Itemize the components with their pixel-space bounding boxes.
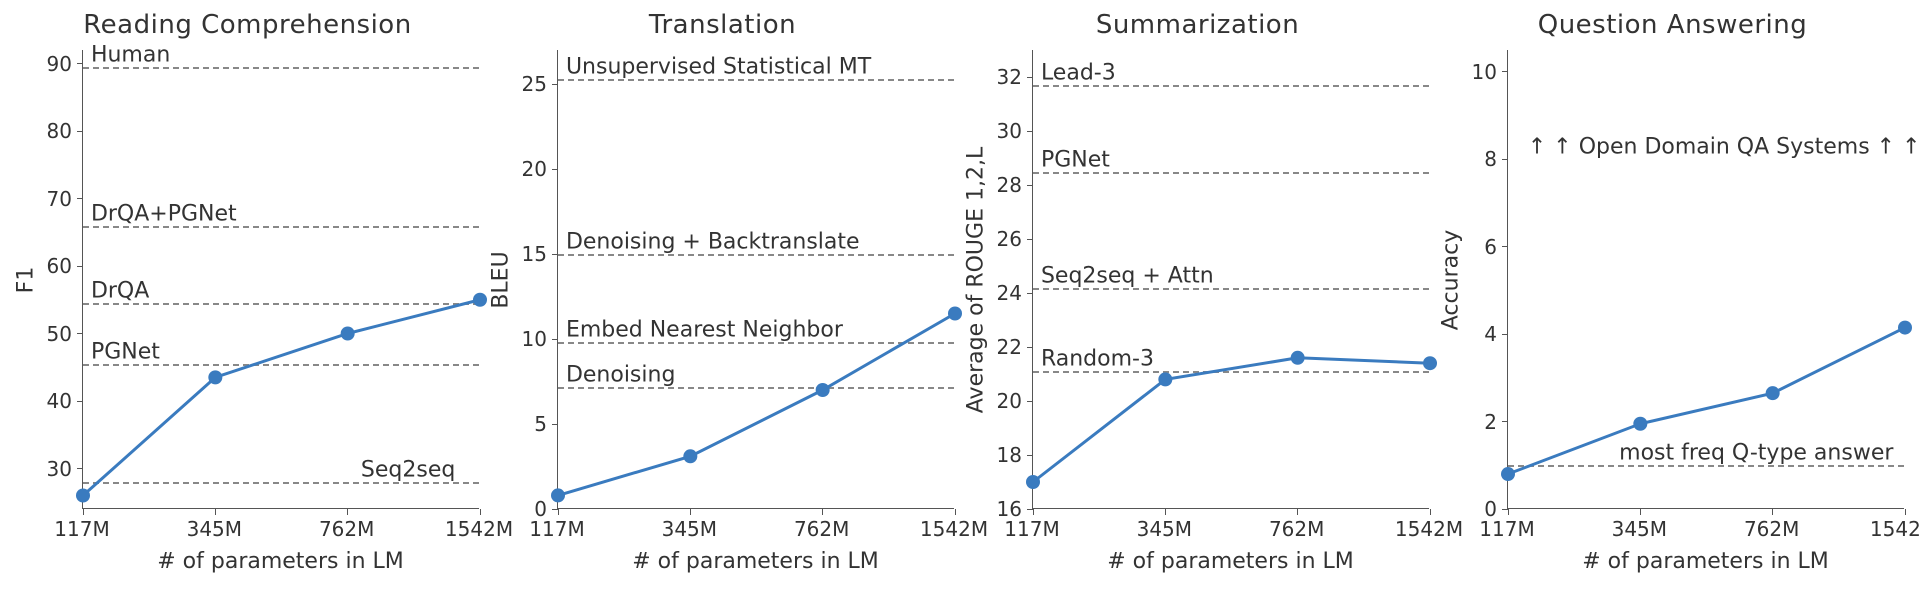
- x-tick-label: 762M: [1269, 517, 1324, 541]
- data-marker: [76, 489, 90, 503]
- panel-title: Translation: [493, 10, 952, 40]
- y-tick-label: 70: [10, 187, 72, 211]
- data-marker: [208, 370, 222, 384]
- x-tick-label: 762M: [1744, 517, 1799, 541]
- data-marker: [816, 383, 830, 397]
- plot-area: HumanDrQA+PGNetDrQAPGNetSeq2seq: [82, 50, 479, 509]
- data-marker: [551, 488, 565, 502]
- data-marker: [683, 449, 697, 463]
- y-tick-label: 8: [1435, 147, 1497, 171]
- y-tick-label: 10: [1435, 60, 1497, 84]
- data-marker: [1898, 321, 1912, 335]
- x-axis-label: # of parameters in LM: [157, 549, 404, 574]
- x-tick-label: 762M: [794, 517, 849, 541]
- y-tick-label: 30: [10, 457, 72, 481]
- x-tick-label: 117M: [54, 517, 109, 541]
- x-tick-label: 345M: [1612, 517, 1667, 541]
- chart-panel: Reading Comprehension HumanDrQA+PGNetDrQA…: [10, 10, 485, 589]
- y-tick-label: 2: [1435, 410, 1497, 434]
- y-tick-label: 10: [485, 327, 547, 351]
- panel-title: Summarization: [968, 10, 1427, 40]
- x-tick-label: 345M: [187, 517, 242, 541]
- x-tick-label: 345M: [1137, 517, 1192, 541]
- data-series: [558, 50, 955, 509]
- data-marker: [1633, 417, 1647, 431]
- y-tick-label: 32: [960, 65, 1022, 89]
- plot-area: Lead-3PGNetSeq2seq + AttnRandom-3: [1032, 50, 1429, 509]
- y-tick-label: 90: [10, 52, 72, 76]
- panel-title: Question Answering: [1443, 10, 1902, 40]
- x-tick-label: 762M: [319, 517, 374, 541]
- y-axis-label: Accuracy: [1439, 229, 1464, 329]
- y-tick-label: 40: [10, 389, 72, 413]
- y-tick-label: 80: [10, 119, 72, 143]
- plot-area: Unsupervised Statistical MTDenoising + B…: [557, 50, 954, 509]
- y-axis-label: F1: [14, 266, 39, 293]
- y-tick-label: 20: [485, 157, 547, 181]
- chart-panel: Question Answering ↑ ↑ Open Domain QA Sys…: [1435, 10, 1910, 589]
- y-tick-label: 25: [485, 72, 547, 96]
- data-marker: [1158, 372, 1172, 386]
- chart-panel: Translation Unsupervised Statistical MTDe…: [485, 10, 960, 589]
- x-axis-label: # of parameters in LM: [1107, 549, 1354, 574]
- data-series: [1508, 50, 1905, 509]
- x-tick-label: 345M: [662, 517, 717, 541]
- x-axis-label: # of parameters in LM: [632, 549, 879, 574]
- x-tick-label: 117M: [529, 517, 584, 541]
- y-axis-label: BLEU: [489, 251, 514, 308]
- chart-panel: Summarization Lead-3PGNetSeq2seq + AttnRa…: [960, 10, 1435, 589]
- data-marker: [1501, 467, 1515, 481]
- x-tick-label: 117M: [1004, 517, 1059, 541]
- x-tick-label: 117M: [1479, 517, 1534, 541]
- data-series: [1033, 50, 1430, 509]
- data-marker: [1766, 386, 1780, 400]
- y-tick-label: 18: [960, 443, 1022, 467]
- data-series: [83, 50, 480, 509]
- data-marker: [1291, 351, 1305, 365]
- plot-area: ↑ ↑ Open Domain QA Systems ↑ ↑most freq …: [1507, 50, 1904, 509]
- panel-title: Reading Comprehension: [18, 10, 477, 40]
- y-tick-label: 30: [960, 119, 1022, 143]
- figure: Reading Comprehension HumanDrQA+PGNetDrQA…: [0, 0, 1920, 599]
- y-axis-label: Average of ROUGE 1,2,L: [964, 146, 989, 412]
- data-marker: [1026, 475, 1040, 489]
- x-axis-label: # of parameters in LM: [1582, 549, 1829, 574]
- y-tick-label: 5: [485, 412, 547, 436]
- y-tick-label: 50: [10, 322, 72, 346]
- data-marker: [341, 327, 355, 341]
- x-tick-label: 1542M: [1870, 517, 1920, 541]
